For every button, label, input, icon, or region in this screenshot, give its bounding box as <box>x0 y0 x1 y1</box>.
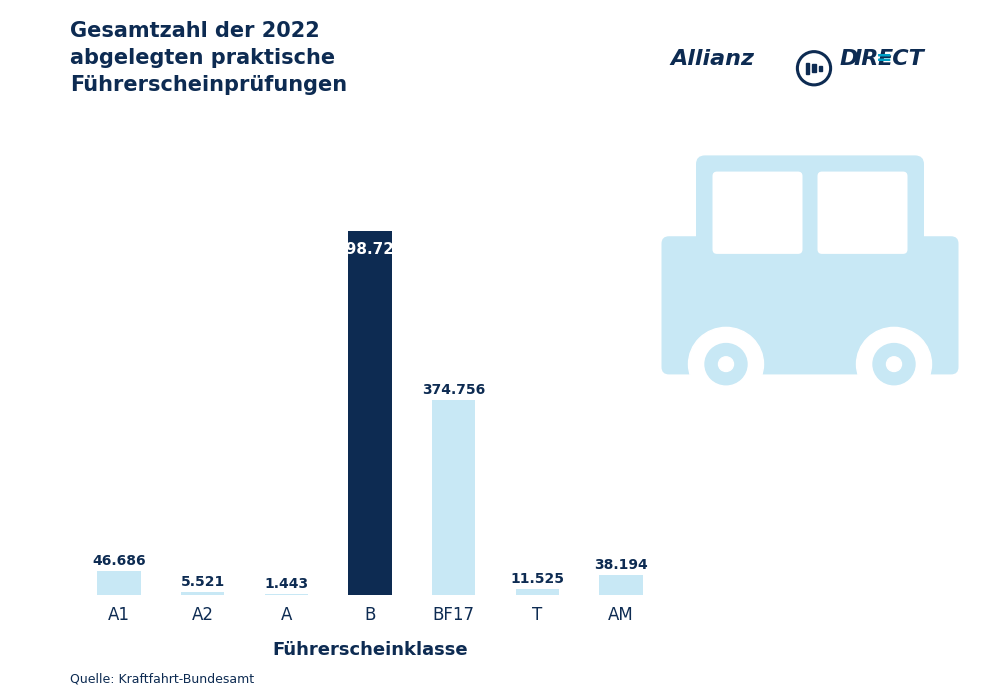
Text: =: = <box>876 49 892 68</box>
Text: 1.443: 1.443 <box>264 577 308 591</box>
FancyBboxPatch shape <box>818 172 908 254</box>
Text: 374.756: 374.756 <box>422 383 485 397</box>
Bar <box>812 64 816 72</box>
Bar <box>819 66 822 71</box>
Text: 5.521: 5.521 <box>181 575 225 589</box>
Circle shape <box>718 357 734 372</box>
Text: D: D <box>840 49 858 69</box>
Bar <box>516 589 559 595</box>
Bar <box>181 592 224 595</box>
Text: IR: IR <box>854 49 879 69</box>
Bar <box>806 63 809 74</box>
Bar <box>97 570 141 595</box>
Text: ECT: ECT <box>878 49 925 69</box>
FancyBboxPatch shape <box>696 155 924 267</box>
FancyBboxPatch shape <box>662 237 958 374</box>
Text: Allianz: Allianz <box>670 49 754 69</box>
FancyBboxPatch shape <box>712 172 802 254</box>
Circle shape <box>873 344 915 385</box>
Text: 698.728: 698.728 <box>335 241 405 257</box>
Circle shape <box>887 357 902 372</box>
Bar <box>432 400 475 595</box>
Bar <box>265 594 308 595</box>
X-axis label: Führerscheinklasse: Führerscheinklasse <box>272 640 468 659</box>
Bar <box>348 231 392 595</box>
Bar <box>599 575 643 595</box>
Text: Quelle: Kraftfahrt-Bundesamt: Quelle: Kraftfahrt-Bundesamt <box>70 673 254 686</box>
Text: 11.525: 11.525 <box>510 572 564 586</box>
Text: 46.686: 46.686 <box>92 554 146 568</box>
Text: 38.194: 38.194 <box>594 558 648 572</box>
Circle shape <box>856 328 932 401</box>
Text: Gesamtzahl der 2022
abgelegten praktische
Führerscheinprüfungen: Gesamtzahl der 2022 abgelegten praktisch… <box>70 21 347 95</box>
Circle shape <box>688 328 764 401</box>
Circle shape <box>705 344 747 385</box>
